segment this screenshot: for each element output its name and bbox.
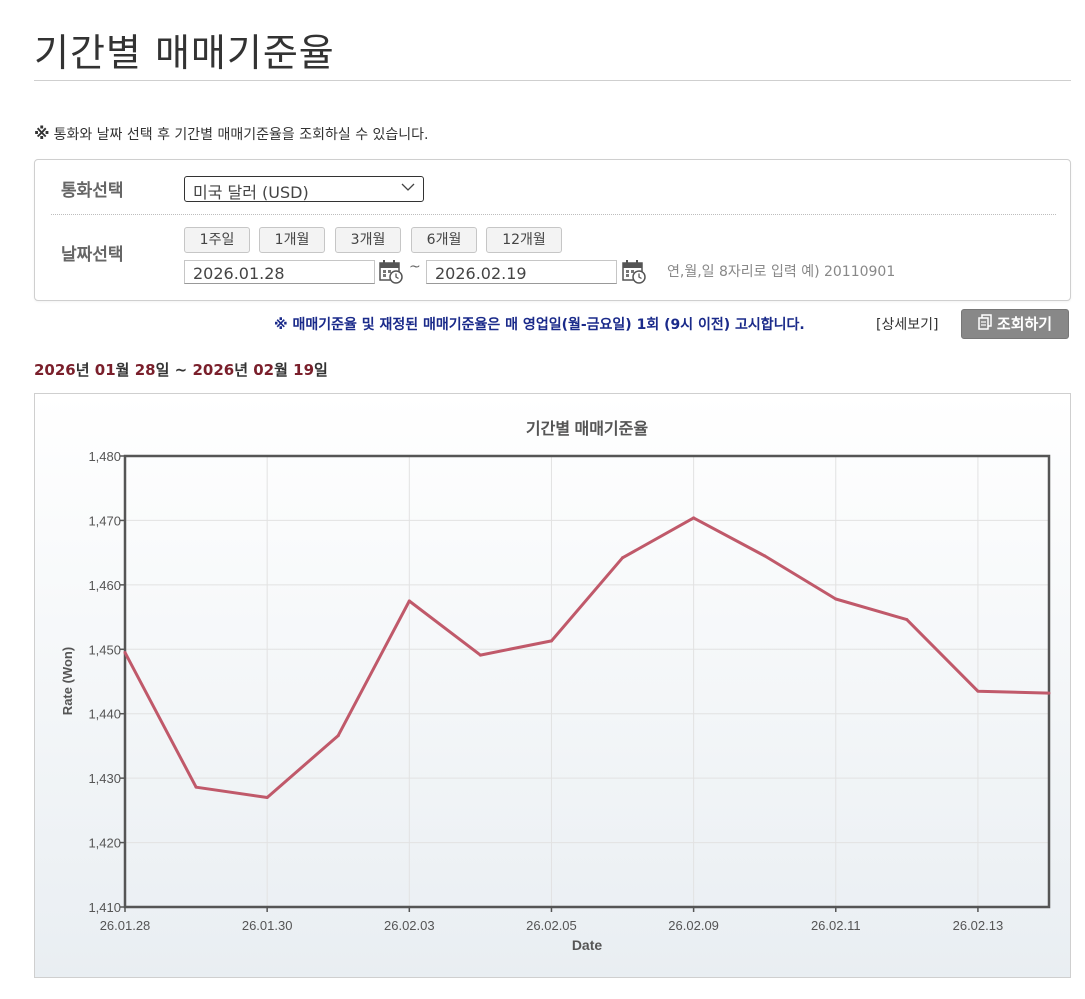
search-form: 통화선택 미국 달러 (USD) 날짜선택 1주일 1개월 3개월 6개월 12… [34,159,1071,301]
document-icon [978,311,992,339]
data-point [692,516,696,520]
data-point [621,556,625,560]
x-tick-label: 26.02.11 [811,918,861,933]
currency-select[interactable]: 미국 달러 (USD) [184,176,424,202]
x-tick-label: 26.02.05 [526,918,577,933]
start-year: 2026 [34,361,76,379]
end-year: 2026 [192,361,235,379]
y-tick-label: 1,470 [88,513,121,528]
unit-month: 월 [115,361,130,379]
period-button-1week[interactable]: 1주일 [184,227,250,253]
notice-body: 통화와 날짜 선택 후 기간별 매매기준율을 조회하실 수 있습니다. [53,127,429,143]
rate-chart: 기간별 매매기준율 1,410 1,420 1,430 1,440 1,450 1,460… [34,393,1071,978]
data-point [194,785,198,789]
period-button-3months[interactable]: 3개월 [335,227,401,253]
data-point [905,618,909,622]
start-date-input[interactable]: 2026.01.28 [184,260,375,284]
data-point [407,599,411,603]
y-tick-label: 1,480 [88,449,121,464]
unit-day: 일 [155,361,170,379]
y-tick-label: 1,420 [88,836,121,851]
calendar-icon[interactable] [621,259,647,285]
period-button-1month[interactable]: 1개월 [259,227,325,253]
title-divider [34,80,1071,81]
query-button-label: 조회하기 [996,315,1053,333]
data-point [763,554,767,558]
plot-frame [123,454,1051,909]
unit-year: 년 [75,361,90,379]
y-tick-label: 1,450 [88,642,121,657]
y-tick-label: 1,460 [88,578,121,593]
x-tick-label: 26.01.28 [100,918,151,933]
data-point [265,795,269,799]
x-tick-label: 26.01.30 [242,918,293,933]
data-point [336,734,340,738]
unit-month: 월 [274,361,288,379]
query-button[interactable]: 조회하기 [961,309,1069,339]
data-point [834,597,838,601]
data-point [1047,691,1051,695]
start-day: 28 [134,361,156,379]
x-tick-label: 26.02.13 [953,918,1004,933]
selected-period: 2026년 01월 28일 ~ 2026년 02월 19일 [34,359,328,380]
y-axis-label: Rate (Won) [60,647,75,715]
x-axis-label: Date [572,937,603,953]
currency-label: 통화선택 [61,181,124,201]
series-line [123,516,1050,799]
x-tick-label: 26.02.09 [668,918,719,933]
start-month: 01 [94,361,116,379]
y-tick-label: 1,440 [88,707,121,722]
date-format-hint: 연,월,일 8자리로 입력 예) 20110901 [667,264,896,280]
chart-svg: 기간별 매매기준율 1,410 1,420 1,430 1,440 1,450 1,460… [60,420,1051,953]
end-date-input[interactable]: 2026.02.19 [426,260,617,284]
end-day: 19 [293,361,315,379]
currency-select-value: 미국 달러 (USD) [193,183,309,202]
chart-title: 기간별 매매기준율 [526,420,648,438]
data-point [478,653,482,657]
data-point [123,651,127,655]
data-point [549,639,553,643]
period-separator: ~ [174,361,188,379]
page-title: 기간별 매매기준율 [34,31,335,75]
end-month: 02 [253,361,275,379]
calendar-icon[interactable] [378,259,404,285]
notice-text: ※ 통화와 날짜 선택 후 기간별 매매기준율을 조회하실 수 있습니다. [34,124,429,144]
notice-mark: ※ [34,124,50,143]
chevron-down-icon [401,181,415,195]
data-point [976,689,980,693]
unit-day: 일 [314,361,328,379]
date-range-separator: ~ [409,259,421,275]
period-button-12months[interactable]: 12개월 [486,227,562,253]
rule-notice: ※ 매매기준율 및 재정된 매매기준율은 매 영업일(월-금요일) 1회 (9시… [274,317,805,333]
detail-link[interactable]: [상세보기] [876,317,939,333]
unit-year: 년 [234,361,249,379]
y-tick-label: 1,410 [88,900,121,915]
period-button-6months[interactable]: 6개월 [411,227,477,253]
date-label: 날짜선택 [61,245,124,265]
y-tick-label: 1,430 [88,771,121,786]
row-divider [51,214,1056,215]
x-tick-label: 26.02.03 [384,918,435,933]
